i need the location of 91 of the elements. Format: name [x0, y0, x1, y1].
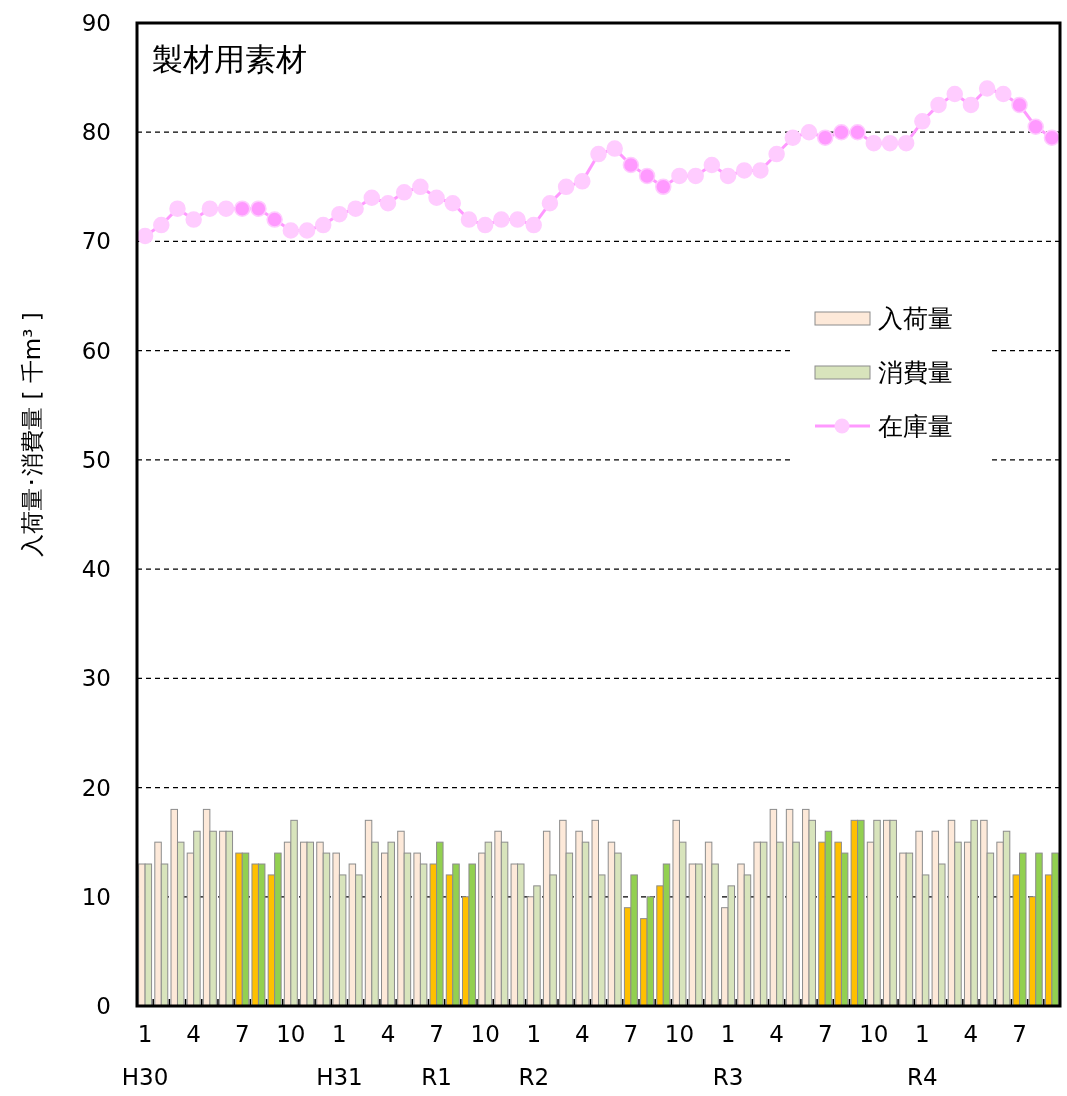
x-tick-label: 4: [963, 1021, 979, 1047]
point: [703, 156, 721, 174]
y-axis-title: 入荷量･消費量 [ 千m³ ]: [19, 312, 45, 557]
point: [476, 216, 494, 234]
point: [995, 85, 1012, 103]
y-tick-label: 90: [81, 10, 111, 36]
legend-label: 入荷量: [878, 304, 953, 333]
point: [185, 211, 202, 228]
text: 製材用素材: [152, 41, 307, 77]
point: [833, 123, 850, 141]
point: [671, 167, 688, 185]
point: [428, 189, 445, 207]
point: [1027, 118, 1044, 136]
x-tick-label: 7 R1: [421, 1021, 452, 1090]
point: [735, 162, 753, 179]
point: [557, 178, 575, 196]
point: [800, 123, 818, 141]
point: [946, 85, 963, 103]
x-tick-label: 1 R3: [712, 1021, 744, 1090]
x-tick-label: 10: [664, 1021, 695, 1047]
point: [816, 129, 834, 146]
point: [217, 200, 235, 217]
x-tick-label: 4: [186, 1021, 201, 1047]
point: [978, 80, 996, 97]
x-tick-label: 1 R4: [907, 1021, 938, 1090]
y-tick-label: 10: [81, 883, 111, 910]
point: [541, 194, 559, 212]
x-tick-label: 10: [859, 1021, 889, 1047]
point: [363, 189, 381, 207]
x-tick-label: 4: [769, 1021, 784, 1047]
point: [331, 205, 348, 223]
point: [201, 200, 219, 217]
x-tick-label: 1 H30: [121, 1021, 169, 1090]
point: [881, 134, 899, 152]
x-tick-label: 7: [817, 1021, 833, 1047]
x-tick-label: 1 H31: [316, 1021, 363, 1090]
x-tick-label: 10: [276, 1021, 306, 1047]
point: [768, 145, 785, 163]
y-tick-label: 0: [96, 993, 111, 1019]
x-tick-label: 1 R2: [518, 1021, 550, 1090]
point: [687, 167, 704, 185]
point: [897, 134, 915, 152]
point: [136, 227, 154, 245]
point: [962, 96, 980, 114]
point: [752, 162, 769, 179]
point: [460, 211, 478, 228]
point: [930, 96, 947, 114]
point: [865, 134, 883, 152]
point: [574, 173, 591, 190]
legend-label: 消費量: [878, 358, 953, 387]
y-tick-label: 30: [81, 665, 111, 692]
point: [655, 178, 672, 196]
point: [606, 140, 623, 157]
point: [314, 216, 332, 234]
x-tick-label: 10: [470, 1021, 500, 1047]
point: [590, 145, 607, 163]
point: [412, 178, 429, 196]
x-tick-label: 7: [623, 1021, 639, 1047]
y-tick-label: 20: [81, 774, 111, 801]
point: [347, 200, 364, 217]
point: [395, 184, 413, 201]
y-tick-label: 40: [81, 556, 111, 583]
point: [784, 129, 802, 146]
point: [282, 222, 300, 239]
point: [1043, 129, 1061, 146]
point: [444, 194, 462, 212]
point: [849, 123, 866, 141]
point: [379, 194, 397, 212]
point: [169, 200, 186, 217]
point: [914, 113, 931, 130]
x-tick-label: 4: [574, 1021, 590, 1047]
point: [719, 167, 737, 185]
x-tick-label: 7: [234, 1021, 250, 1047]
point: [638, 167, 656, 185]
point: [509, 211, 526, 228]
point: [298, 222, 316, 239]
point: [493, 211, 510, 228]
y-tick-label: 80: [81, 119, 111, 146]
x-tick-label: 7: [1012, 1021, 1027, 1047]
point: [250, 200, 267, 217]
point: [1011, 96, 1028, 114]
point: [622, 156, 640, 174]
point: [266, 211, 283, 228]
x-tick-label: 4: [380, 1021, 396, 1047]
y-tick-label: 50: [81, 446, 111, 473]
y-tick-label: 60: [81, 337, 111, 364]
y-tick-label: 70: [81, 228, 111, 255]
point: [234, 200, 251, 217]
point: [525, 216, 542, 234]
point: [153, 216, 170, 234]
legend-label: 在庫量: [878, 412, 953, 441]
